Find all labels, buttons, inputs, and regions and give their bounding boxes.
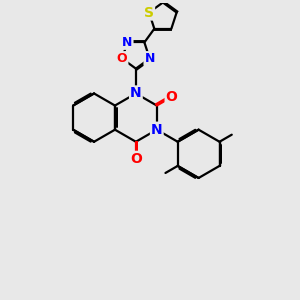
Text: N: N [151, 123, 163, 137]
Text: N: N [130, 86, 142, 100]
Text: S: S [144, 5, 154, 20]
Text: N: N [145, 52, 155, 65]
Text: O: O [130, 152, 142, 166]
Text: O: O [117, 52, 128, 65]
Text: O: O [166, 90, 178, 104]
Text: N: N [122, 36, 133, 49]
